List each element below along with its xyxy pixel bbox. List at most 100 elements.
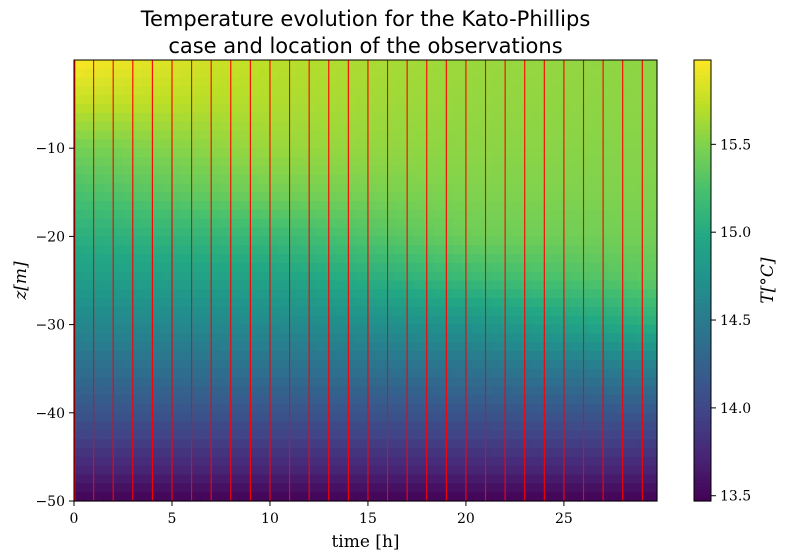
heatmap-cell: [74, 298, 85, 308]
heatmap-cell: [588, 60, 600, 70]
heatmap-cell: [472, 315, 483, 326]
heatmap-cell: [142, 324, 153, 335]
heatmap-cell: [248, 68, 260, 79]
heatmap-cell: [93, 227, 104, 237]
heatmap-cell: [258, 377, 269, 387]
heatmap-cell: [239, 227, 250, 237]
heatmap-cell: [462, 333, 473, 343]
heatmap-cell: [569, 139, 580, 149]
heatmap-cell: [375, 95, 386, 105]
heatmap-cell: [297, 421, 308, 432]
heatmap-cell: [443, 465, 454, 476]
heatmap-cell: [132, 306, 143, 317]
heatmap-cell: [229, 421, 240, 432]
heatmap-cell: [112, 201, 124, 211]
heatmap-cell: [132, 68, 143, 79]
heatmap-cell: [540, 474, 551, 484]
heatmap-cell: [93, 262, 104, 273]
heatmap-cell: [258, 209, 269, 220]
heatmap-cell: [491, 148, 503, 158]
heatmap-cell: [433, 192, 444, 202]
heatmap-cell: [404, 165, 415, 176]
heatmap-cell: [482, 104, 493, 114]
heatmap-cell: [559, 306, 571, 317]
heatmap-cell: [647, 121, 658, 132]
heatmap-cell: [608, 448, 619, 458]
heatmap-cell: [132, 183, 143, 193]
heatmap-cell: [268, 218, 279, 229]
heatmap-cell: [550, 474, 561, 484]
heatmap-cell: [268, 262, 279, 273]
heatmap-cell: [355, 359, 367, 370]
heatmap-cell: [161, 183, 172, 193]
heatmap-cell: [414, 60, 425, 70]
colorbar-segment: [694, 207, 711, 212]
heatmap-cell: [229, 351, 240, 361]
heatmap-cell: [414, 227, 425, 237]
heatmap-cell: [151, 289, 163, 299]
heatmap-cell: [316, 271, 328, 282]
heatmap-cell: [540, 298, 551, 308]
heatmap-cell: [482, 148, 493, 158]
heatmap-cell: [161, 439, 172, 449]
heatmap-cell: [210, 430, 221, 440]
heatmap-cell: [443, 121, 454, 132]
heatmap-cell: [151, 218, 163, 229]
heatmap-cell: [210, 448, 221, 458]
heatmap-cell: [365, 174, 376, 185]
heatmap-cell: [579, 448, 590, 458]
heatmap-cell: [530, 121, 541, 132]
heatmap-cell: [627, 483, 639, 493]
heatmap-cell: [171, 474, 182, 484]
heatmap-cell: [375, 386, 386, 396]
heatmap-cell: [316, 209, 328, 220]
heatmap-cell: [287, 306, 299, 317]
colorbar-segment: [694, 258, 711, 263]
heatmap-cell: [278, 386, 289, 396]
colorbar-segment: [694, 229, 711, 234]
heatmap-cell: [132, 412, 143, 423]
heatmap-cell: [83, 298, 95, 308]
heatmap-cell: [326, 60, 337, 70]
heatmap-cell: [443, 130, 454, 140]
heatmap-cell: [482, 395, 493, 405]
heatmap-cell: [540, 342, 551, 352]
heatmap-cell: [501, 183, 512, 193]
heatmap-cell: [83, 456, 95, 467]
heatmap-cell: [618, 430, 629, 440]
heatmap-cell: [355, 271, 367, 282]
heatmap-cell: [190, 236, 201, 246]
heatmap-cell: [122, 333, 133, 343]
heatmap-cell: [588, 262, 600, 273]
heatmap-cell: [365, 201, 376, 211]
heatmap-cell: [375, 183, 386, 193]
heatmap-cell: [268, 368, 279, 379]
heatmap-cell: [258, 492, 269, 502]
heatmap-cell: [180, 395, 192, 405]
heatmap-cell: [491, 439, 503, 449]
heatmap-cell: [210, 104, 221, 114]
heatmap-cell: [278, 77, 289, 88]
heatmap-cell: [355, 227, 367, 237]
heatmap-cell: [316, 86, 328, 96]
heatmap-cell: [443, 174, 454, 185]
heatmap-cell: [161, 280, 172, 290]
heatmap-cell: [326, 262, 337, 273]
heatmap-cell: [171, 289, 182, 299]
heatmap-cell: [540, 306, 551, 317]
heatmap-cell: [316, 289, 328, 299]
heatmap-cell: [83, 280, 95, 290]
colorbar-segment: [694, 140, 711, 146]
colorbar-segment: [694, 486, 711, 491]
colorbar-segment: [694, 195, 711, 201]
colorbar-segment: [694, 475, 711, 480]
heatmap-cell: [297, 315, 308, 326]
heatmap-cell: [229, 192, 240, 202]
heatmap-cell: [151, 342, 163, 352]
heatmap-cell: [588, 377, 600, 387]
heatmap-cell: [326, 465, 337, 476]
heatmap-cell: [569, 280, 580, 290]
heatmap-cell: [627, 95, 639, 105]
heatmap-cell: [74, 465, 85, 476]
heatmap-cell: [491, 306, 503, 317]
